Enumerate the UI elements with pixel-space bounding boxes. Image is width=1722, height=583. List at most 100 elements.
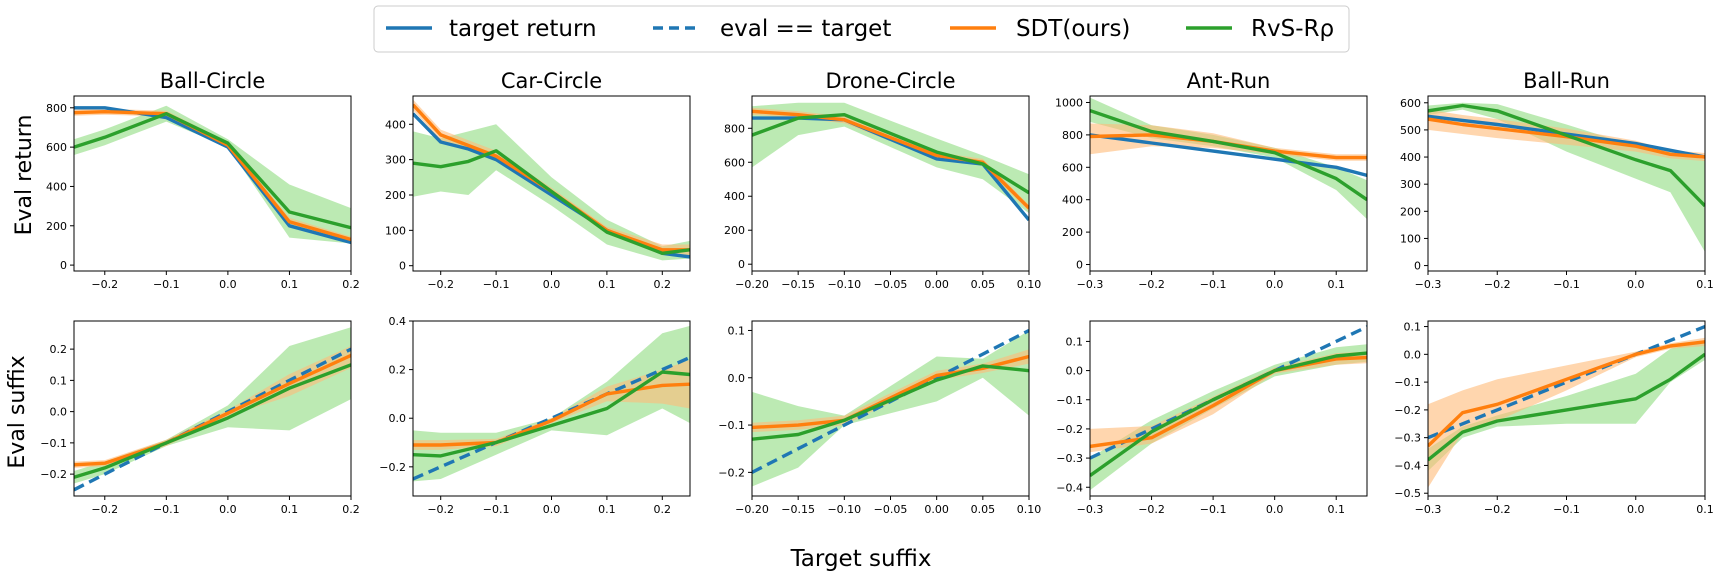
x-tick-label: −0.1: [483, 503, 510, 516]
series-line-sdt: [1428, 340, 1705, 448]
band-rvs: [74, 105, 351, 244]
y-tick-label: 1000: [1055, 96, 1083, 109]
legend: target return eval == target SDT(ours) R…: [373, 5, 1350, 53]
x-tick-label: 0.0: [219, 503, 237, 516]
y-tick-label: 500: [1400, 124, 1421, 137]
plot-area: [1090, 97, 1367, 220]
series-line-sdt: [413, 382, 690, 447]
panel-title: Drone-Circle: [826, 69, 956, 93]
x-tick-label: 0.05: [971, 503, 996, 516]
y-tick-label: 600: [724, 156, 745, 169]
series-line-target: [1090, 133, 1367, 178]
y-tick-label: 0.0: [50, 406, 68, 419]
y-tick-label: 600: [1400, 97, 1421, 110]
x-tick-label: −0.1: [1553, 278, 1580, 291]
x-tick-label: 0.1: [1696, 278, 1714, 291]
y-tick-label: 200: [1062, 226, 1083, 239]
panel-title: Car-Circle: [501, 69, 602, 93]
x-tick-label: 0.0: [1627, 503, 1645, 516]
band-sdt: [1428, 337, 1705, 488]
plot-area: [752, 328, 1029, 487]
y-tick-label: 0.1: [50, 374, 68, 387]
x-tick-label: −0.1: [153, 278, 180, 291]
x-tick-label: −0.1: [153, 503, 180, 516]
panel-title: Ant-Run: [1187, 69, 1271, 93]
x-tick-label: 0.1: [1327, 503, 1345, 516]
legend-label-sdt: SDT(ours): [1016, 16, 1130, 42]
y-tick-label: 0: [399, 260, 406, 273]
panel-title: Ball-Circle: [160, 69, 266, 93]
series-line-rvs: [74, 363, 351, 479]
x-tick-label: −0.1: [1200, 503, 1227, 516]
x-tick-label: −0.3: [1077, 278, 1104, 291]
y-tick-label: 100: [385, 224, 406, 237]
y-tick-label: 600: [1062, 161, 1083, 174]
plot-area: [413, 99, 690, 261]
series-line-rvs: [74, 112, 351, 230]
x-tick-label: 0.0: [543, 278, 561, 291]
panel-panel-suffix: −0.3 −0.2 −0.1 0.0 0.1 −0.5 −0.4 −0.3 −0.2 −0.1 0.…: [1394, 320, 1714, 516]
panel-panel-suffix: −0.20 −0.15 −0.10 −0.05 0.00 0.05 0.10 −0.2 −0.1…: [718, 320, 1041, 516]
x-tick-label: −0.2: [427, 278, 454, 291]
panel-ball-circle-return: −0.2 −0.1 0.0 0.1 0.2 0 200 400 600 800 Ball-Circl…: [46, 69, 360, 291]
x-tick-label: 0.10: [1017, 278, 1042, 291]
x-tick-label: 0.0: [1266, 503, 1284, 516]
y-tick-label: −0.5: [1394, 487, 1421, 500]
panel-drone-circle-return: −0.20 −0.15 −0.10 −0.05 0.00 0.05 0.10 0 200 400 6…: [724, 69, 1041, 291]
y-tick-label: 200: [1400, 205, 1421, 218]
x-tick-label: −0.2: [1484, 503, 1511, 516]
y-tick-label: −0.1: [40, 437, 67, 450]
band-sdt: [752, 349, 1029, 433]
y-tick-label: 0.2: [389, 364, 407, 377]
x-tick-label: −0.05: [874, 278, 908, 291]
band-sdt: [74, 108, 351, 243]
x-tick-label: −0.2: [1138, 278, 1165, 291]
panel-panel-suffix: −0.3 −0.2 −0.1 0.0 0.1 −0.4 −0.3 −0.2 −0.1 0.0 0.1: [1056, 320, 1368, 516]
y-tick-label: −0.1: [718, 419, 745, 432]
series-line-rvs: [1090, 108, 1367, 202]
x-tick-label: −0.10: [827, 503, 861, 516]
x-tick-label: −0.2: [91, 503, 118, 516]
y-tick-label: −0.3: [1394, 432, 1421, 445]
x-tick-label: −0.20: [735, 278, 769, 291]
panel-ball-run-return: −0.3 −0.2 −0.1 0.0 0.1 0 100 200 300 400 500 600 Bal…: [1400, 69, 1714, 291]
plot-area: [1090, 325, 1367, 491]
x-tick-label: 0.0: [219, 278, 237, 291]
x-tick-label: 0.1: [1696, 503, 1714, 516]
x-tick-label: −0.2: [1484, 278, 1511, 291]
panel-ant-run-return: −0.3 −0.2 −0.1 0.0 0.1 0 200 400 600 800 1000 Ant-R…: [1055, 69, 1368, 291]
y-tick-label: 0.1: [1066, 335, 1084, 348]
x-tick-label: −0.3: [1077, 503, 1104, 516]
y-tick-label: −0.1: [1394, 376, 1421, 389]
band-rvs: [752, 102, 1029, 214]
y-tick-label: 400: [1400, 151, 1421, 164]
y-tick-label: 0: [60, 259, 67, 272]
x-tick-label: −0.10: [827, 278, 861, 291]
y-tick-label: 100: [1400, 232, 1421, 245]
y-tick-label: 0.0: [1404, 348, 1422, 361]
legend-frame: [373, 5, 1350, 53]
y-tick-label: −0.2: [40, 468, 67, 481]
y-tick-label: 0.0: [728, 372, 746, 385]
x-tick-label: −0.2: [1138, 503, 1165, 516]
x-tick-label: −0.15: [781, 503, 815, 516]
y-tick-label: −0.2: [379, 461, 406, 474]
plot-area: [74, 327, 351, 492]
y-tick-label: 0.1: [1404, 321, 1422, 334]
x-tick-label: 0.0: [1627, 278, 1645, 291]
y-tick-label: 0: [1076, 259, 1083, 272]
plot-area: [1428, 325, 1705, 488]
x-tick-label: 0.2: [654, 503, 672, 516]
plot-area: [74, 105, 351, 245]
series-line-eval-eq-target: [413, 355, 690, 481]
y-tick-label: 800: [724, 122, 745, 135]
x-tick-label: −0.20: [735, 503, 769, 516]
band-rvs: [74, 327, 351, 484]
y-tick-label: 400: [1062, 194, 1083, 207]
series-line-rvs: [1428, 352, 1705, 462]
series-line-eval-eq-target: [1428, 325, 1705, 440]
y-tick-label: 200: [385, 189, 406, 202]
series-line-sdt: [74, 353, 351, 467]
x-tick-label: 0.00: [924, 278, 949, 291]
